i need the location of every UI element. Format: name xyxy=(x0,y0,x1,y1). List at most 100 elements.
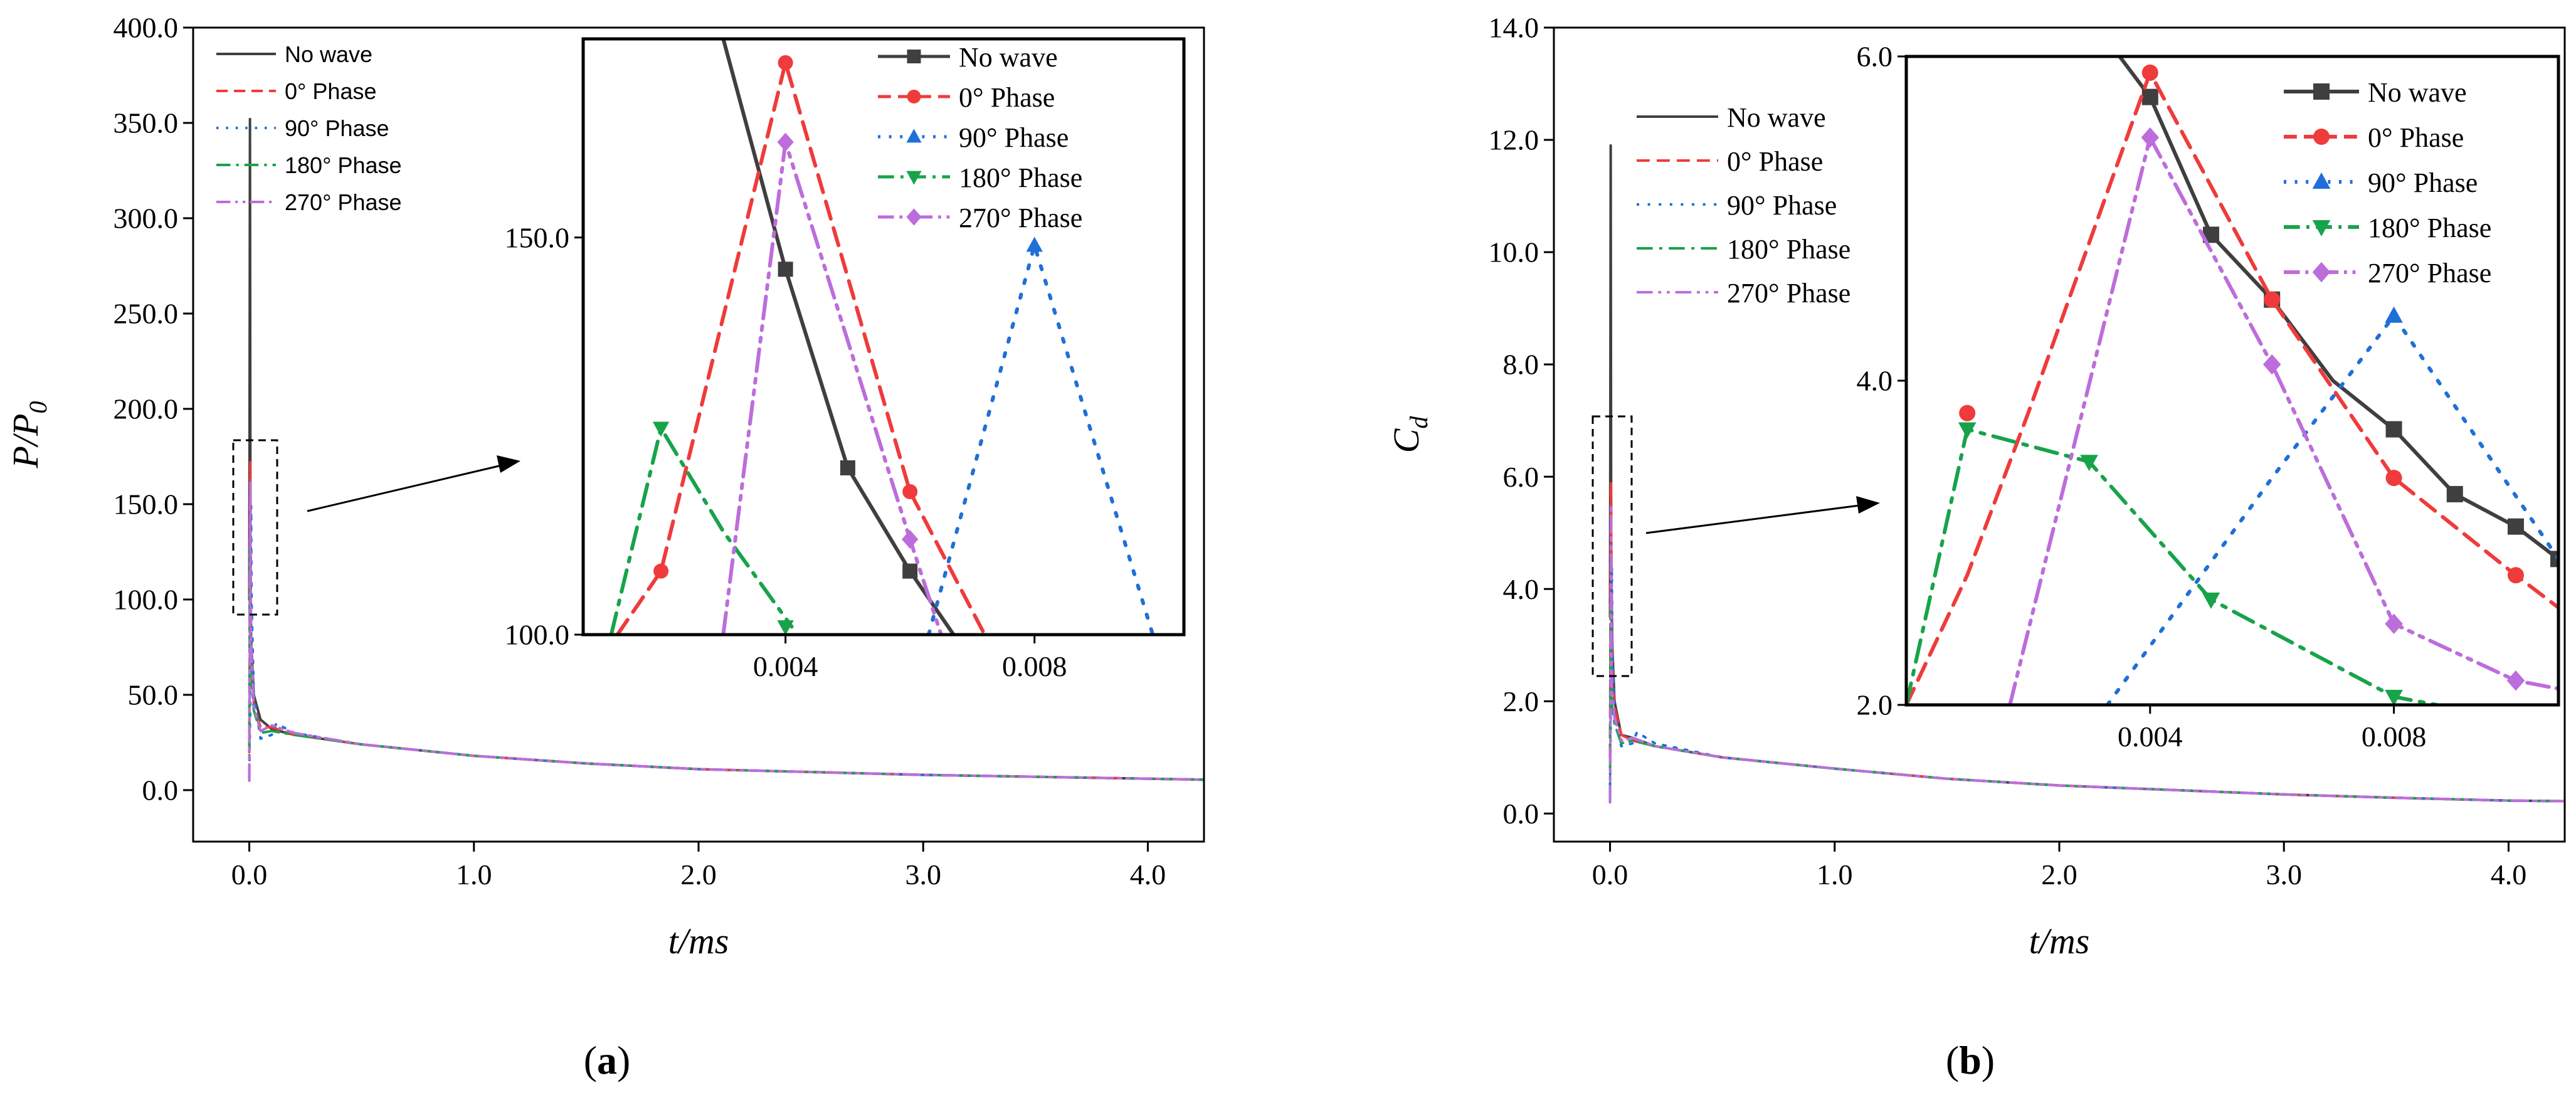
b-main-x-tick-label: 4.0 xyxy=(2491,859,2527,891)
a-inset-data-marker-phase0-1 xyxy=(778,55,793,70)
a-main-x-axis-title: t/ms xyxy=(668,921,729,961)
b-main-legend-label-phase270: 270° Phase xyxy=(1727,278,1850,309)
b-inset-data-marker-no_wave-3 xyxy=(2385,421,2402,438)
b-inset-data-marker-phase270-2 xyxy=(2385,613,2403,634)
b-inset-x-tick-label: 0.004 xyxy=(2118,721,2183,753)
b-inset-legend-marker-phase90 xyxy=(2312,172,2331,189)
b-inset-data-marker-no_wave-0 xyxy=(2141,88,2158,105)
b-inset-series-group xyxy=(1906,56,2558,705)
b-inset-data-marker-phase0-0 xyxy=(1959,404,1976,421)
a-inset-plot-background xyxy=(583,39,1184,635)
a-inset-data-marker-no_wave-2 xyxy=(902,563,918,579)
b-inset-y-tick-label: 4.0 xyxy=(1857,365,1893,397)
b-main-x-tick-label: 1.0 xyxy=(1817,859,1853,891)
a-main-y-tick-label: 250.0 xyxy=(113,298,179,330)
b-main-legend-label-no_wave: No wave xyxy=(1727,102,1826,133)
b-inset-y-tick-label: 2.0 xyxy=(1857,689,1893,721)
b-inset-legend-label-phase90: 90° Phase xyxy=(2368,167,2478,198)
b-inset-data-marker-phase270-3 xyxy=(2506,670,2525,691)
b-main-series-group xyxy=(1608,144,2565,804)
a-main-y-tick-label: 300.0 xyxy=(113,203,179,235)
b-inset-series-line-no_wave xyxy=(2118,56,2558,561)
b-inset-y-tick-label: 6.0 xyxy=(1857,41,1893,73)
b-main-x-tick-label: 3.0 xyxy=(2266,859,2302,891)
b-main-y-tick-label: 2.0 xyxy=(1503,685,1539,717)
a-zoom-arrow-line xyxy=(307,464,502,512)
a-inset-data-marker-phase270-0 xyxy=(777,132,794,152)
a-main-series-line-phase270 xyxy=(248,480,1204,782)
b-main-series-line-phase90 xyxy=(1608,565,2565,803)
b-inset-data-marker-phase180-3 xyxy=(2385,690,2403,705)
b-inset-data-marker-phase0-2 xyxy=(2264,291,2281,308)
a-main-legend-label-phase270: 270° Phase xyxy=(285,189,402,215)
panel-a-label: (a) xyxy=(584,1038,631,1082)
a-inset-y-tick-label: 150.0 xyxy=(505,221,570,253)
a-zoom-arrow-head xyxy=(497,455,520,473)
b-main-y-tick-label: 10.0 xyxy=(1489,236,1539,268)
b-main-legend-label-phase90: 90° Phase xyxy=(1727,190,1837,221)
a-inset-legend-label-phase180: 180° Phase xyxy=(959,162,1082,193)
b-main-x-tick-label: 0.0 xyxy=(1592,859,1628,891)
b-inset-data-marker-phase180-2 xyxy=(2202,592,2220,609)
b-main-x-axis-title: t/ms xyxy=(2029,921,2090,961)
a-main-y-tick-label: 200.0 xyxy=(113,393,179,425)
a-main-y-tick-label: 50.0 xyxy=(128,679,179,711)
a-inset-legend-marker-no_wave xyxy=(907,50,921,63)
b-inset-legend: No wave 0° Phase 90° Phase 180° Phase 270° P… xyxy=(2284,77,2491,288)
a-inset-chart: 0.004 0.008 100.0 150.0 No wave 0° Phase 90° P… xyxy=(505,37,1186,682)
b-inset-series-line-phase90 xyxy=(2105,314,2558,705)
a-main-y-tick-label: 0.0 xyxy=(142,775,179,806)
a-inset-y-tick-label: 100.0 xyxy=(505,619,570,651)
a-inset-legend-label-no_wave: No wave xyxy=(959,42,1058,73)
b-main-y-tick-label: 14.0 xyxy=(1489,12,1539,44)
b-inset-chart: 0.004 0.008 2.0 4.0 6.0 No wave 0° Phase 90° Ph… xyxy=(1857,41,2560,753)
a-zoom-region-box xyxy=(232,439,278,616)
a-main-legend: No wave 0° Phase 90° Phase 180° Phase 270° P… xyxy=(216,41,402,215)
a-main-x-tick-label: 3.0 xyxy=(905,859,941,891)
a-inset-series-group xyxy=(609,39,1155,635)
panel-b: 0.0 1.0 2.0 3.0 4.0 0.0 2.0 4.0 6.0 8.0 10.0 12.0 14… xyxy=(1386,12,2566,961)
b-main-series-line-phase270 xyxy=(1608,503,2565,804)
a-main-series-group xyxy=(248,117,1204,782)
b-inset-legend-label-no_wave: No wave xyxy=(2368,77,2467,108)
b-inset-data-marker-phase270-0 xyxy=(2141,127,2160,148)
a-inset-data-marker-phase0-0 xyxy=(653,563,669,579)
b-main-y-axis-title: Cd xyxy=(1386,416,1433,453)
a-inset-data-marker-phase90-0 xyxy=(1026,236,1043,252)
b-inset-legend-marker-no_wave xyxy=(2313,83,2330,100)
a-main-chart: 0.0 1.0 2.0 3.0 4.0 0.0 50.0 100.0 150.0 200.0 250… xyxy=(5,12,1205,961)
b-zoom-arrow-head xyxy=(1856,496,1880,514)
b-inset-data-marker-phase0-1 xyxy=(2141,64,2158,81)
b-inset-legend-label-phase270: 270° Phase xyxy=(2368,258,2491,288)
b-inset-series-line-phase180 xyxy=(1906,427,2439,705)
a-main-y-tick-label: 150.0 xyxy=(113,489,179,521)
a-main-x-tick-label: 0.0 xyxy=(231,859,268,891)
a-main-y-axis-title: P/P0 xyxy=(5,401,52,469)
b-main-chart: 0.0 1.0 2.0 3.0 4.0 0.0 2.0 4.0 6.0 8.0 10.0 12.0 14… xyxy=(1386,12,2566,961)
a-inset-legend-marker-phase0 xyxy=(907,90,921,103)
b-inset-legend-marker-phase0 xyxy=(2313,129,2330,145)
a-inset-data-marker-phase270-1 xyxy=(901,530,919,549)
a-main-y-tick-label: 350.0 xyxy=(113,107,179,139)
panel-a: 0.0 1.0 2.0 3.0 4.0 0.0 50.0 100.0 150.0 200.0 250… xyxy=(5,12,1205,961)
a-inset-data-marker-phase180-0 xyxy=(652,421,670,437)
a-inset-series-line-phase180 xyxy=(609,426,794,635)
b-inset-series-line-phase0 xyxy=(1906,70,2558,705)
b-main-y-tick-label: 4.0 xyxy=(1503,573,1539,605)
b-main-legend-label-phase180: 180° Phase xyxy=(1727,234,1850,265)
a-inset-legend-marker-phase180 xyxy=(906,171,922,185)
b-inset-data-marker-no_wave-5 xyxy=(2507,518,2524,535)
b-inset-data-marker-phase180-1 xyxy=(2080,455,2098,472)
b-zoom-arrow-line xyxy=(1645,504,1860,534)
a-main-legend-label-phase0: 0° Phase xyxy=(285,78,377,104)
a-inset-x-tick-label: 0.008 xyxy=(1002,650,1067,682)
b-inset-data-marker-no_wave-4 xyxy=(2446,485,2463,502)
a-inset-legend-label-phase0: 0° Phase xyxy=(959,82,1055,113)
b-inset-data-marker-phase0-4 xyxy=(2507,567,2524,584)
b-zoom-region-box xyxy=(1592,415,1633,677)
b-inset-data-marker-phase0-3 xyxy=(2385,470,2402,487)
a-inset-legend: No wave 0° Phase 90° Phase 180° Phase 270° P… xyxy=(878,42,1082,233)
a-main-x-tick-label: 1.0 xyxy=(456,859,492,891)
a-inset-data-marker-no_wave-1 xyxy=(840,460,855,475)
